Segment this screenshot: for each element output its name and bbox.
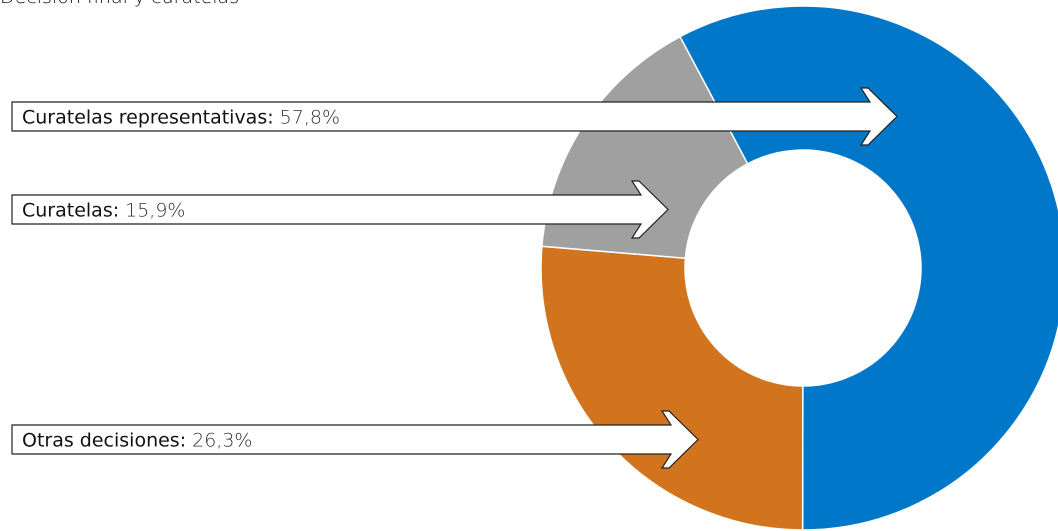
category-label: Curatelas: bbox=[22, 200, 119, 222]
category-label: Curatelas representativas: bbox=[22, 107, 274, 129]
callout-label: Curatelas: 15,9% bbox=[22, 200, 185, 222]
value-label: 26,3% bbox=[192, 430, 252, 452]
chart-title: Decisión final y curatelas bbox=[0, 0, 239, 8]
callout-arrow bbox=[11, 87, 898, 146]
callout-arrow bbox=[11, 410, 699, 469]
donut-slice bbox=[540, 245, 804, 531]
value-label: 15,9% bbox=[125, 200, 185, 222]
value-label: 57,8% bbox=[280, 107, 340, 129]
category-label: Otras decisiones: bbox=[22, 430, 186, 452]
labels: Curatelas representativas: 57,8% Otras dec… bbox=[11, 87, 898, 469]
callout-label: Curatelas representativas: 57,8% bbox=[22, 107, 340, 129]
donut-slice bbox=[678, 5, 1058, 531]
callout-label: Otras decisiones: 26,3% bbox=[22, 430, 252, 452]
callout-arrow bbox=[11, 180, 669, 239]
